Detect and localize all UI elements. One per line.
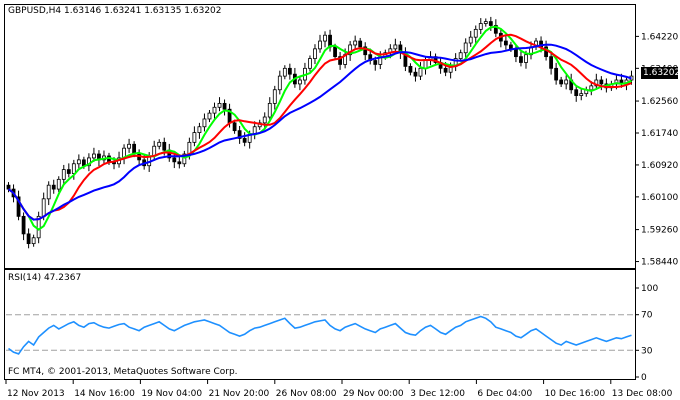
candle	[31, 234, 36, 247]
candle	[393, 38, 398, 53]
rsi-line-group	[8, 315, 632, 355]
candle	[21, 212, 26, 241]
candle	[413, 67, 418, 82]
price-tick-label: 1.60920	[641, 161, 678, 171]
candle	[61, 164, 66, 185]
candle	[127, 138, 131, 153]
candle	[71, 159, 76, 180]
time-tick-label: 21 Nov 20:00	[209, 389, 270, 399]
price-tick-label: 1.60100	[641, 193, 678, 203]
candle	[579, 88, 584, 101]
time-tick-label: 19 Nov 04:00	[141, 389, 202, 399]
candle	[26, 228, 31, 249]
candle	[308, 55, 312, 72]
candle	[66, 163, 71, 178]
time-tick-label: 12 Nov 2013	[7, 389, 65, 399]
candle	[564, 75, 569, 90]
price-tick-label: 1.59260	[641, 226, 678, 236]
candles-group	[6, 16, 634, 249]
price-tick-label: 1.62560	[641, 97, 678, 107]
candle	[287, 63, 292, 80]
symbol-label: GBPUSD,H4	[8, 6, 62, 16]
current-price-badge: 1.63202	[641, 67, 680, 79]
candle	[458, 49, 463, 62]
candle	[222, 99, 227, 116]
candle	[473, 25, 478, 44]
price-axis: 1.642201.634001.625601.617401.609201.601…	[635, 32, 678, 383]
rsi-pane-frame	[4, 269, 636, 380]
candle	[559, 76, 564, 88]
candle	[338, 51, 342, 70]
candle	[468, 30, 473, 47]
candle	[237, 125, 242, 144]
rsi-tick-label: 100	[641, 284, 658, 294]
candle	[177, 156, 182, 169]
candle	[56, 176, 61, 193]
price-tick-label: 1.58440	[641, 258, 678, 268]
candle	[36, 211, 41, 244]
ma-fast-line	[7, 25, 632, 231]
candle	[242, 132, 247, 147]
time-tick-label: 3 Dec 12:00	[410, 389, 465, 399]
candle	[46, 181, 51, 206]
candle	[182, 150, 187, 167]
candle	[267, 97, 272, 121]
candle	[418, 62, 423, 81]
ohlc-values: 1.63146 1.63241 1.63135 1.63202	[64, 6, 222, 16]
ma-mid-line	[7, 33, 632, 221]
candle	[353, 35, 358, 50]
time-tick-label: 6 Dec 04:00	[477, 389, 532, 399]
rsi-tick-label: 30	[641, 346, 653, 356]
candle	[313, 44, 317, 65]
rsi-tick-label: 70	[641, 311, 653, 321]
time-tick-label: 26 Nov 08:00	[276, 389, 337, 399]
candle	[298, 76, 302, 91]
candle	[207, 110, 212, 123]
candle	[574, 85, 579, 102]
price-tick-label: 1.61740	[641, 129, 678, 139]
candle	[478, 18, 483, 35]
ma-slow-line	[7, 43, 632, 221]
candle	[76, 154, 81, 169]
candle	[483, 18, 488, 27]
candle	[323, 31, 327, 48]
candle	[232, 119, 237, 134]
candle	[192, 126, 197, 147]
candle	[157, 139, 162, 150]
candle	[318, 34, 322, 53]
candle	[589, 81, 594, 96]
candle	[599, 76, 604, 91]
candle	[212, 102, 217, 119]
rsi-header: RSI(14) 47.2367	[8, 273, 82, 283]
candle	[197, 122, 202, 139]
candle	[272, 85, 277, 110]
copyright-text: FC MT4, © 2001-2013, MetaQuotes Software…	[8, 367, 238, 377]
candle	[217, 97, 222, 112]
moving-averages-group	[7, 25, 632, 231]
candle	[408, 63, 413, 76]
candle	[519, 50, 523, 67]
price-tick-label: 1.64220	[641, 32, 678, 42]
time-tick-label: 14 Nov 16:00	[74, 389, 135, 399]
candle	[493, 19, 498, 38]
candle	[282, 65, 287, 80]
candle	[554, 62, 559, 85]
time-axis: 12 Nov 2013 14 Nov 16:00 19 Nov 04:00 21 No…	[5, 380, 673, 399]
time-tick-label: 10 Dec 16:00	[545, 389, 606, 399]
time-tick-label: 29 Nov 00:00	[343, 389, 404, 399]
candle	[363, 42, 368, 61]
candle	[503, 35, 508, 50]
rsi-tick-label: 0	[641, 373, 647, 383]
candle	[277, 70, 282, 95]
candle	[463, 38, 468, 59]
candle	[549, 52, 554, 75]
candle	[202, 113, 207, 132]
time-tick-label: 13 Dec 08:00	[612, 389, 673, 399]
candle	[51, 179, 56, 194]
rsi-levels	[6, 314, 634, 351]
rsi-line	[8, 315, 632, 355]
symbol-header: GBPUSD,H4 1.63146 1.63241 1.63135 1.6320…	[8, 6, 222, 16]
candle	[16, 190, 21, 221]
